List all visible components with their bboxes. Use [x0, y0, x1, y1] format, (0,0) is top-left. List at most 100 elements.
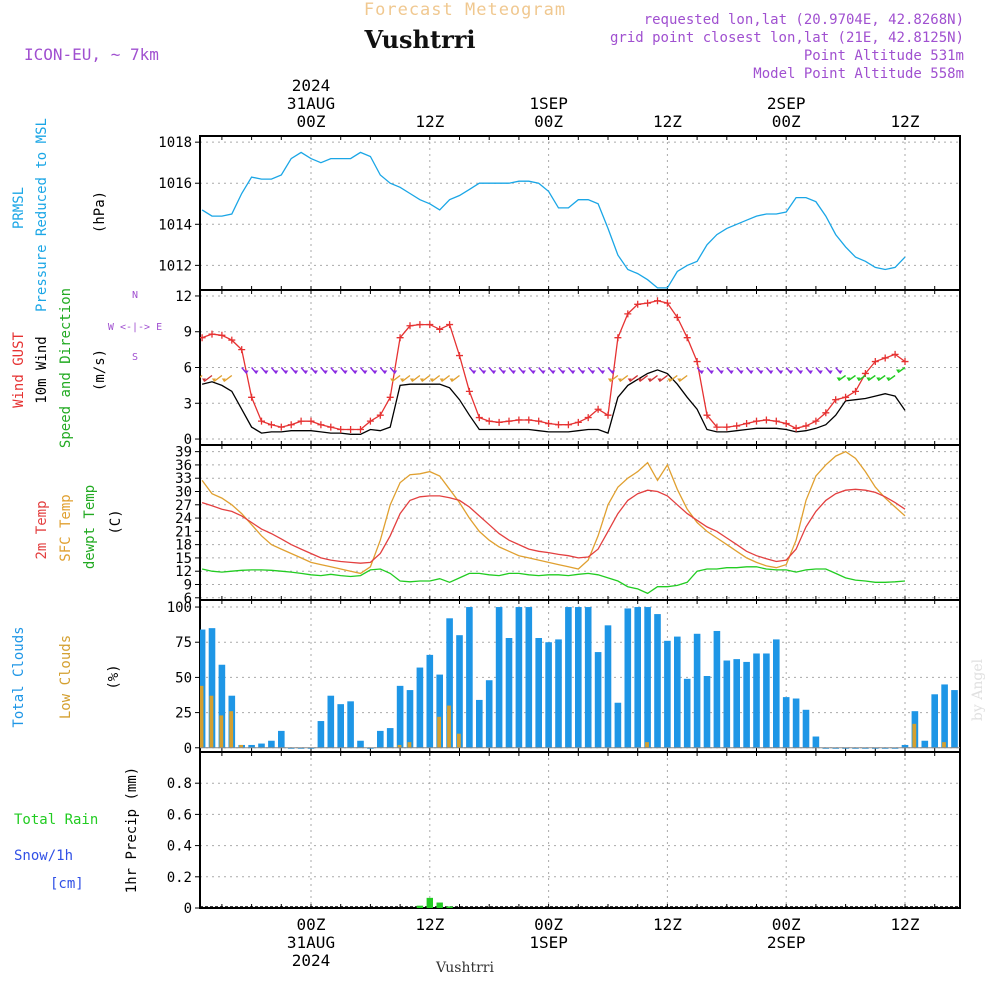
- temp2m-series: [201, 488, 906, 564]
- wind-arrow: [290, 367, 297, 374]
- wind-arrow: [609, 374, 619, 383]
- prmsl-label: PRMSL: [11, 187, 27, 229]
- wind-arrow: [300, 367, 307, 374]
- wind-arrowhead: [779, 370, 784, 374]
- wind-arrowhead: [314, 370, 318, 374]
- gust-marker: [396, 334, 404, 342]
- gust-marker: [555, 421, 562, 429]
- total-cloud-bar: [782, 697, 790, 748]
- total-cloud-bar: [733, 659, 740, 748]
- low-cloud-bar: [239, 744, 243, 748]
- total-cloud-bar: [406, 690, 414, 748]
- ytick-label: 21: [175, 524, 192, 540]
- wind-arrowhead: [818, 370, 823, 374]
- wind-arrowhead: [710, 370, 714, 374]
- ytick-label: 6: [184, 591, 192, 607]
- gust-marker: [673, 313, 681, 321]
- gust-marker: [495, 418, 503, 426]
- ytick-label: 0.4: [167, 839, 192, 855]
- gust-marker: [564, 421, 572, 429]
- ytick-label: 9: [184, 325, 192, 341]
- total-cloud-bar: [743, 661, 750, 748]
- wind-arrow: [668, 374, 678, 383]
- total-cloud-bar: [792, 698, 800, 748]
- low-cloud-bar: [437, 716, 441, 748]
- wind-arrow: [629, 374, 639, 383]
- sfctemp-series: [201, 450, 906, 575]
- wind-unit: (m/s): [92, 349, 108, 391]
- ytick-label: 33: [175, 471, 192, 487]
- wind-arrow: [200, 374, 203, 378]
- bottom-time-label: 31AUG: [287, 933, 335, 952]
- dewpt-series: [201, 566, 906, 595]
- gust-marker: [376, 411, 384, 419]
- total-cloud-bar: [604, 625, 612, 748]
- wind-arrowhead: [739, 370, 744, 374]
- bottom-time-label: 00Z: [772, 915, 801, 934]
- total-cloud-bar: [476, 699, 483, 748]
- ytick-label: 24: [175, 511, 192, 527]
- gust-marker: [208, 330, 216, 338]
- gust-marker: [703, 411, 711, 419]
- wind-arrow: [765, 367, 772, 374]
- gust-marker: [713, 423, 721, 431]
- gust-marker: [357, 426, 364, 433]
- wind-arrowhead: [393, 370, 398, 374]
- wind-arrow: [223, 374, 233, 383]
- gust-label: Wind GUST: [11, 332, 27, 408]
- gust-marker: [693, 358, 701, 366]
- gust-marker: [475, 414, 483, 422]
- wind-arrowhead: [561, 370, 566, 374]
- wind-arrow: [538, 367, 545, 374]
- wind-arrow: [706, 367, 713, 374]
- sfc-label: SFC Temp: [58, 494, 74, 561]
- total-cloud-bar: [208, 628, 216, 748]
- total-cloud-bar: [268, 740, 275, 748]
- gust-marker: [248, 393, 256, 401]
- panel-precip: 0 0.2 0.4 0.6 0.8: [167, 751, 961, 917]
- wind-arrow: [597, 367, 604, 374]
- wind-arrowhead: [667, 378, 672, 382]
- low-cloud-bar: [229, 711, 234, 748]
- total-cloud-bar: [466, 607, 473, 748]
- total-cloud-bar: [347, 701, 354, 748]
- wind-arrow: [280, 367, 287, 374]
- gust-marker: [258, 417, 265, 425]
- top-time-label: 1SEP: [529, 94, 568, 113]
- gust-marker: [624, 310, 632, 318]
- wind-arrow: [508, 367, 515, 374]
- model-label: ICON-EU, ~ 7km: [24, 45, 159, 64]
- compass-n: N: [132, 290, 138, 301]
- wind-arrow: [213, 374, 223, 383]
- wind-arrow: [838, 374, 847, 382]
- total-cloud-bar: [812, 736, 820, 748]
- bottom-time-label: 12Z: [415, 915, 444, 934]
- rain-bar: [416, 905, 424, 908]
- wind-arrowhead: [521, 370, 526, 374]
- gust-marker: [604, 411, 612, 419]
- bottom-time-label: 12Z: [653, 915, 682, 934]
- wind-arrowhead: [383, 370, 388, 374]
- rain-bar: [426, 897, 433, 908]
- gust-marker: [762, 416, 770, 424]
- wind-arrows: [200, 366, 906, 383]
- dewpt-line: [201, 566, 906, 595]
- total-cloud-bar: [931, 694, 938, 748]
- wind-arrow: [785, 367, 792, 374]
- gust-marker: [842, 393, 850, 401]
- gust-marker: [416, 321, 424, 329]
- total-cloud-bar: [713, 630, 721, 748]
- wind-arrow: [203, 374, 213, 383]
- total-cloud-bar: [664, 640, 671, 748]
- wind-arrowhead: [541, 370, 546, 374]
- ytick-label: 50: [175, 670, 192, 686]
- gust-marker: [426, 321, 434, 329]
- wind-arrowhead: [254, 370, 259, 374]
- ytick-label: 0.2: [167, 870, 192, 886]
- wind-arrowhead: [856, 377, 861, 381]
- wind-arrowhead: [221, 378, 226, 382]
- gust-marker: [327, 423, 335, 431]
- wind-arrow: [379, 367, 386, 374]
- total-cloud-bar: [396, 685, 404, 748]
- gust-marker: [347, 426, 355, 433]
